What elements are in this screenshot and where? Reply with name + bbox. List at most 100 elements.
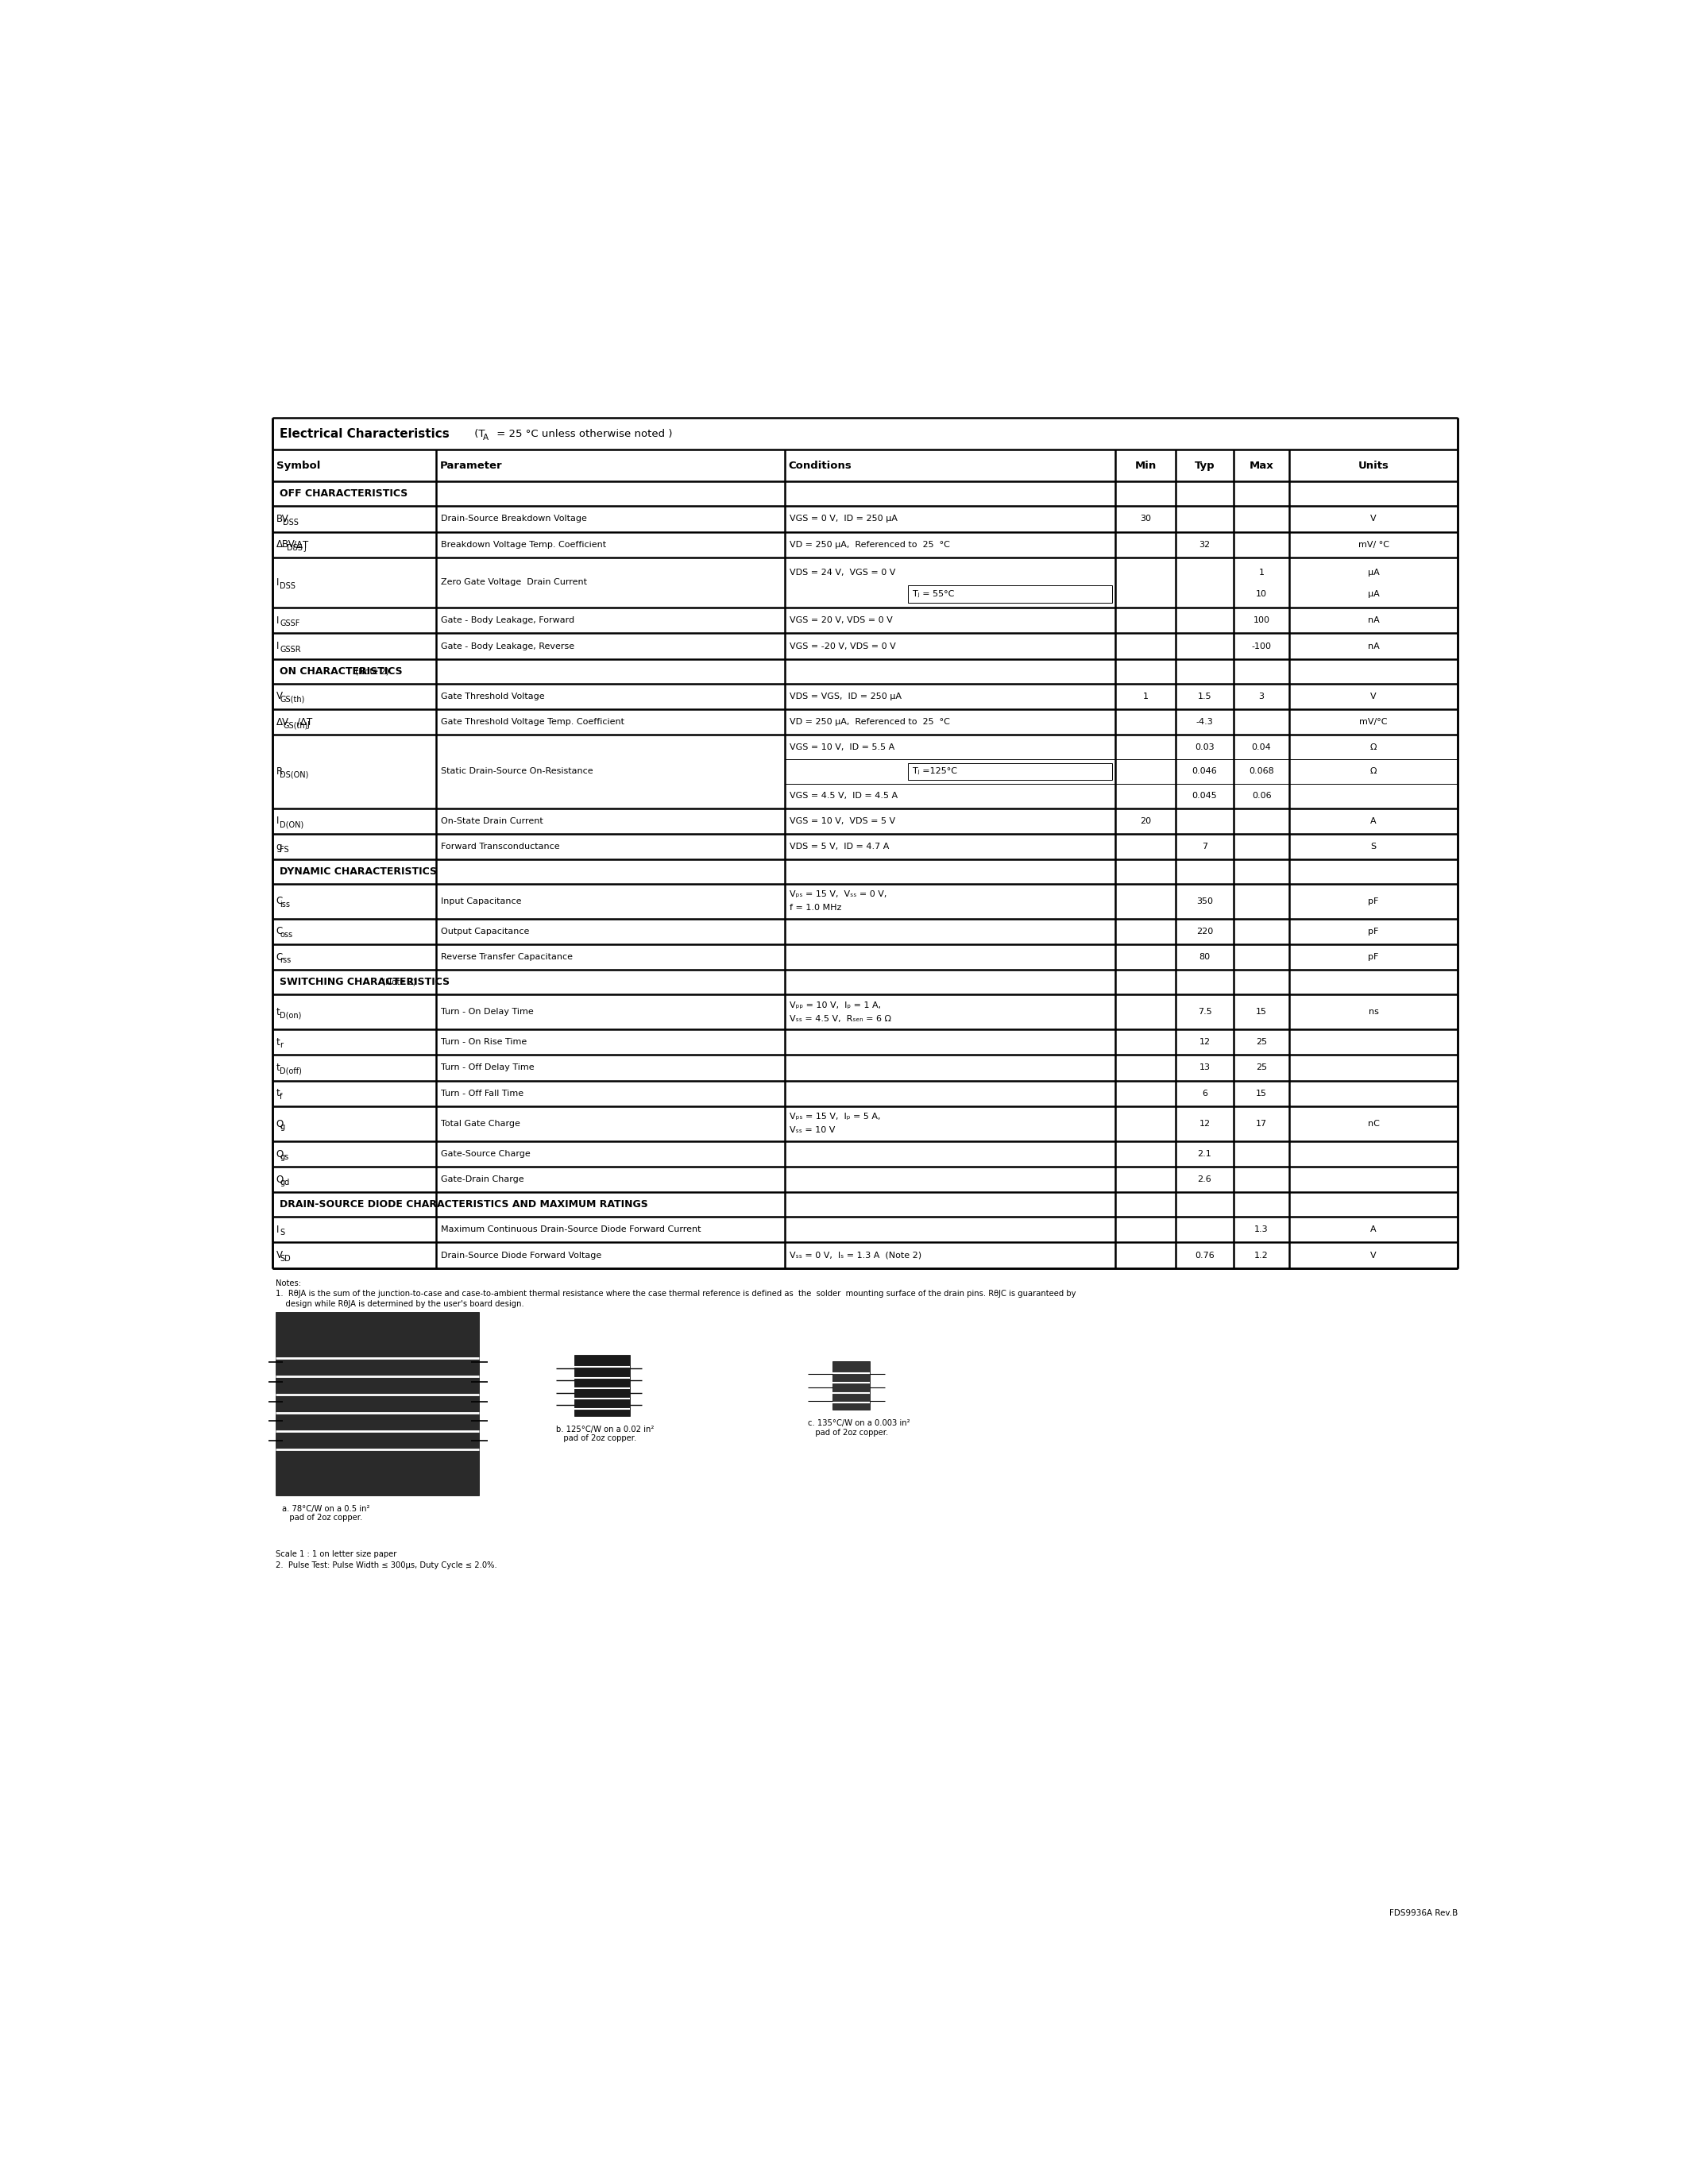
Text: Q: Q (277, 1175, 284, 1184)
Text: DSS: DSS (280, 581, 295, 590)
Text: VD = 250 μA,  Referenced to  25  °C: VD = 250 μA, Referenced to 25 °C (790, 542, 950, 548)
Text: t: t (277, 1064, 280, 1072)
Text: VGS = 4.5 V,  ID = 4.5 A: VGS = 4.5 V, ID = 4.5 A (790, 793, 898, 799)
Text: Turn - Off Delay Time: Turn - Off Delay Time (441, 1064, 535, 1072)
Text: 1: 1 (1143, 692, 1148, 701)
Text: pF: pF (1369, 952, 1379, 961)
Text: Tⱼ =125°C: Tⱼ =125°C (913, 767, 957, 775)
Text: R: R (277, 767, 282, 778)
Text: pF: pF (1369, 928, 1379, 935)
Text: I: I (277, 616, 279, 625)
Text: 3: 3 (1259, 692, 1264, 701)
Text: 12: 12 (1198, 1037, 1210, 1046)
Text: t: t (277, 1007, 280, 1018)
Bar (908, 762, 1112, 780)
Text: Symbol: Symbol (277, 461, 321, 472)
Text: SWITCHING CHARACTERISTICS: SWITCHING CHARACTERISTICS (280, 976, 451, 987)
Text: 0.03: 0.03 (1195, 743, 1214, 751)
Text: Zero Gate Voltage  Drain Current: Zero Gate Voltage Drain Current (441, 579, 587, 587)
Text: GSSR: GSSR (280, 646, 300, 653)
Text: 10: 10 (1256, 590, 1268, 598)
Text: r: r (280, 1042, 284, 1048)
Text: FS: FS (280, 845, 289, 854)
Text: A: A (483, 432, 490, 441)
Text: Maximum Continuous Drain-Source Diode Forward Current: Maximum Continuous Drain-Source Diode Fo… (441, 1225, 701, 1234)
Text: nA: nA (1367, 616, 1379, 625)
Text: Vₛₛ = 0 V,  Iₛ = 1.3 A  (Note 2): Vₛₛ = 0 V, Iₛ = 1.3 A (Note 2) (790, 1251, 922, 1260)
Text: (Note 2): (Note 2) (380, 978, 417, 987)
Text: S: S (280, 1230, 285, 1236)
Text: SD: SD (280, 1254, 290, 1262)
Text: Gate - Body Leakage, Reverse: Gate - Body Leakage, Reverse (441, 642, 574, 651)
Text: Vₛₛ = 10 V: Vₛₛ = 10 V (790, 1127, 836, 1133)
Text: Breakdown Voltage Temp. Coefficient: Breakdown Voltage Temp. Coefficient (441, 542, 606, 548)
Text: 15: 15 (1256, 1090, 1268, 1096)
Text: Turn - On Delay Time: Turn - On Delay Time (441, 1007, 533, 1016)
Text: Vₛₛ = 4.5 V,  Rₛₑₙ = 6 Ω: Vₛₛ = 4.5 V, Rₛₑₙ = 6 Ω (790, 1016, 891, 1022)
Text: 80: 80 (1198, 952, 1210, 961)
Text: Reverse Transfer Capacitance: Reverse Transfer Capacitance (441, 952, 572, 961)
Text: (T: (T (471, 428, 484, 439)
Text: rss: rss (280, 957, 290, 965)
Text: 1.3: 1.3 (1254, 1225, 1268, 1234)
Text: V: V (277, 1249, 282, 1260)
Bar (272, 417, 1458, 450)
Text: VGS = -20 V, VDS = 0 V: VGS = -20 V, VDS = 0 V (790, 642, 896, 651)
Text: Max: Max (1249, 461, 1274, 472)
Text: Input Capacitance: Input Capacitance (441, 898, 522, 906)
Text: 0.04: 0.04 (1252, 743, 1271, 751)
Text: Drain-Source Diode Forward Voltage: Drain-Source Diode Forward Voltage (441, 1251, 601, 1260)
Text: VGS = 0 V,  ID = 250 μA: VGS = 0 V, ID = 250 μA (790, 515, 898, 522)
Text: 6: 6 (1202, 1090, 1207, 1096)
Text: 30: 30 (1139, 515, 1151, 522)
Text: μA: μA (1367, 568, 1379, 577)
Text: BV: BV (277, 513, 289, 524)
Text: GS(th): GS(th) (284, 721, 307, 729)
Text: 25: 25 (1256, 1037, 1268, 1046)
Text: -4.3: -4.3 (1197, 719, 1214, 725)
Text: D(off): D(off) (280, 1068, 302, 1075)
Text: b. 125°C/W on a 0.02 in²
   pad of 2oz copper.: b. 125°C/W on a 0.02 in² pad of 2oz copp… (555, 1426, 653, 1441)
Text: 25: 25 (1256, 1064, 1268, 1072)
Text: 17: 17 (1256, 1120, 1268, 1127)
Text: Static Drain-Source On-Resistance: Static Drain-Source On-Resistance (441, 767, 592, 775)
Text: mV/ °C: mV/ °C (1359, 542, 1389, 548)
Text: 0.06: 0.06 (1252, 793, 1271, 799)
Text: /ΔT: /ΔT (294, 539, 309, 550)
Text: g: g (280, 1123, 285, 1131)
Text: Scale 1 : 1 on letter size paper: Scale 1 : 1 on letter size paper (275, 1551, 397, 1559)
Text: Typ: Typ (1195, 461, 1215, 472)
Text: Tⱼ = 55°C: Tⱼ = 55°C (913, 590, 954, 598)
Text: C: C (277, 926, 284, 937)
Text: gd: gd (280, 1179, 289, 1186)
Text: GSSF: GSSF (280, 620, 300, 627)
Text: S: S (1371, 843, 1376, 850)
Text: 12: 12 (1198, 1120, 1210, 1127)
Text: Ω: Ω (1371, 743, 1377, 751)
Text: design while RθJA is determined by the user's board design.: design while RθJA is determined by the u… (275, 1299, 523, 1308)
Text: Min: Min (1134, 461, 1156, 472)
Text: V: V (1371, 1251, 1376, 1260)
Text: ns: ns (1369, 1007, 1379, 1016)
Text: ΔBV: ΔBV (277, 539, 295, 550)
Text: V: V (277, 690, 282, 701)
Text: On-State Drain Current: On-State Drain Current (441, 817, 544, 826)
Text: DSS: DSS (284, 518, 299, 526)
Text: Conditions: Conditions (788, 461, 851, 472)
Text: Gate Threshold Voltage Temp. Coefficient: Gate Threshold Voltage Temp. Coefficient (441, 719, 625, 725)
Text: 0.76: 0.76 (1195, 1251, 1214, 1260)
Text: 2.6: 2.6 (1197, 1175, 1212, 1184)
Text: 32: 32 (1198, 542, 1210, 548)
Text: nA: nA (1367, 642, 1379, 651)
Bar (574, 1354, 630, 1415)
Text: 1.2: 1.2 (1254, 1251, 1269, 1260)
Text: pF: pF (1369, 898, 1379, 906)
Text: Turn - Off Fall Time: Turn - Off Fall Time (441, 1090, 523, 1096)
Bar (908, 585, 1112, 603)
Text: gs: gs (280, 1153, 289, 1162)
Text: VDS = 24 V,  VGS = 0 V: VDS = 24 V, VGS = 0 V (790, 568, 895, 577)
Text: 100: 100 (1252, 616, 1269, 625)
Text: Output Capacitance: Output Capacitance (441, 928, 530, 935)
Text: I: I (277, 640, 279, 651)
Text: VGS = 10 V,  ID = 5.5 A: VGS = 10 V, ID = 5.5 A (790, 743, 895, 751)
